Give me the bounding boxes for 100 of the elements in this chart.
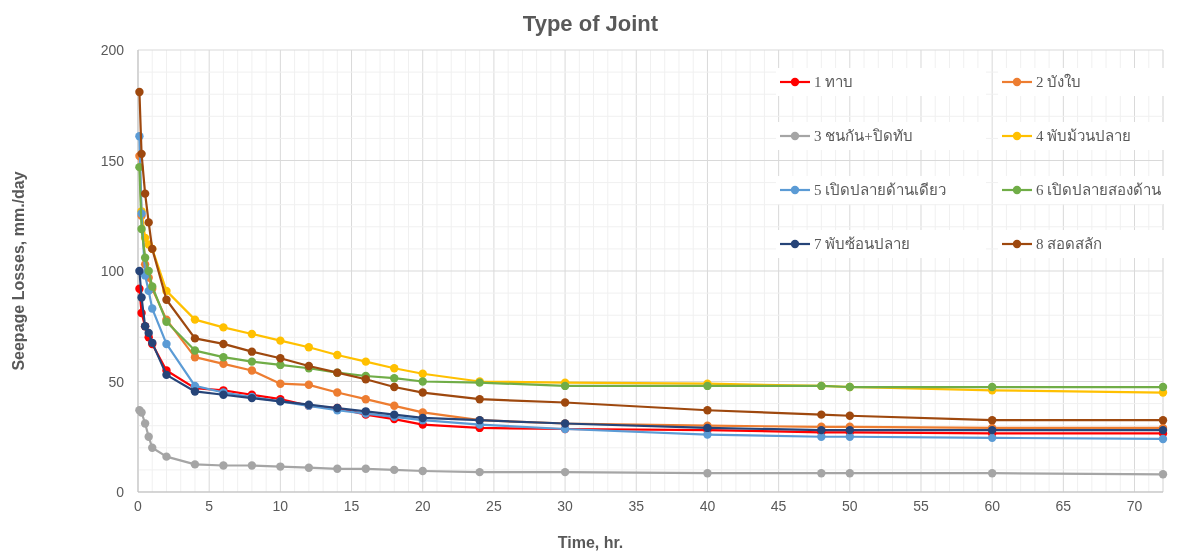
point (390, 382, 399, 392)
point (162, 452, 171, 461)
point (219, 352, 228, 362)
point (361, 464, 370, 473)
point (703, 406, 712, 415)
point (219, 339, 228, 349)
point (247, 329, 257, 339)
point (135, 266, 144, 276)
point (845, 469, 855, 478)
point (418, 388, 427, 397)
point (390, 465, 399, 475)
point (817, 469, 826, 478)
point (1158, 415, 1168, 425)
point (560, 398, 570, 407)
point (276, 360, 285, 370)
point (987, 415, 997, 425)
x-tick-label: 40 (699, 498, 716, 514)
point (137, 224, 146, 234)
y-tick-label: 0 (116, 484, 125, 500)
point (703, 469, 712, 478)
y-axis-title: Seepage Losses, mm./day (10, 171, 27, 371)
x-tick-label: 65 (1055, 498, 1072, 514)
point (276, 336, 285, 345)
point (304, 380, 314, 390)
point (475, 394, 484, 404)
point (276, 462, 285, 471)
point (190, 460, 200, 469)
point (475, 467, 484, 477)
point (144, 432, 153, 441)
point (190, 346, 200, 355)
point (361, 394, 370, 404)
point (162, 295, 171, 304)
legend-label: 5 เปิดปลายด้านเดียว (814, 182, 947, 198)
legend-label: 6 เปิดปลายสองด้าน (1036, 182, 1162, 198)
point (333, 388, 342, 397)
point (135, 87, 144, 97)
y-tick-label: 100 (100, 263, 125, 279)
point (418, 369, 427, 378)
point (304, 343, 314, 352)
point (361, 357, 370, 366)
legend-label: 1 ทาบ (814, 74, 854, 90)
point (418, 377, 427, 386)
x-tick-label: 45 (770, 498, 787, 514)
point (987, 382, 997, 392)
point (247, 366, 257, 375)
point (137, 293, 146, 302)
point (987, 469, 997, 478)
point (144, 328, 153, 338)
x-tick-label: 15 (343, 498, 360, 514)
x-tick-label: 10 (272, 498, 289, 514)
point (845, 411, 855, 420)
legend-label: 4 พับม้วนปลาย (1036, 128, 1132, 144)
point (247, 461, 257, 470)
y-tick-label: 50 (108, 373, 125, 390)
x-tick-label: 35 (628, 498, 645, 514)
y-tick-label: 150 (100, 152, 125, 169)
legend-label: 3 ชนกัน+ปิดทับ (814, 128, 913, 144)
point (1158, 434, 1168, 444)
point (390, 364, 399, 373)
point (190, 387, 200, 396)
point (219, 323, 228, 332)
point (390, 373, 399, 383)
legend-label: 8 สอดสลัก (1036, 236, 1103, 252)
x-tick-label: 0 (134, 498, 143, 514)
point (1158, 382, 1168, 392)
point (140, 253, 150, 262)
point (162, 370, 171, 380)
x-tick-label: 5 (205, 498, 214, 514)
point (144, 218, 153, 227)
point (276, 379, 285, 388)
point (148, 443, 157, 452)
point (162, 339, 171, 349)
point (361, 375, 370, 384)
x-tick-label: 60 (984, 498, 1001, 514)
point (140, 419, 150, 428)
x-axis-title: Time, hr. (557, 534, 624, 551)
point (333, 464, 342, 473)
point (333, 350, 342, 360)
point (219, 359, 228, 369)
x-tick-label: 55 (913, 498, 929, 514)
chart-title: Type of Joint (522, 11, 659, 36)
x-tick-label: 30 (557, 498, 574, 514)
legend-label: 7 พับซ้อนปลาย (814, 236, 911, 252)
point (418, 466, 427, 476)
x-tick-label: 50 (842, 498, 858, 514)
point (817, 410, 826, 419)
point (190, 334, 200, 343)
point (247, 347, 257, 356)
point (276, 354, 285, 363)
point (148, 304, 157, 313)
x-tick-label: 70 (1126, 498, 1143, 514)
point (190, 315, 200, 324)
point (304, 463, 314, 472)
point (1158, 470, 1168, 479)
point (560, 467, 570, 477)
legend-label: 2 บังใบ (1036, 73, 1082, 90)
point (247, 357, 257, 366)
point (140, 189, 150, 198)
x-tick-label: 25 (486, 498, 502, 514)
x-tick-label: 20 (414, 498, 431, 514)
